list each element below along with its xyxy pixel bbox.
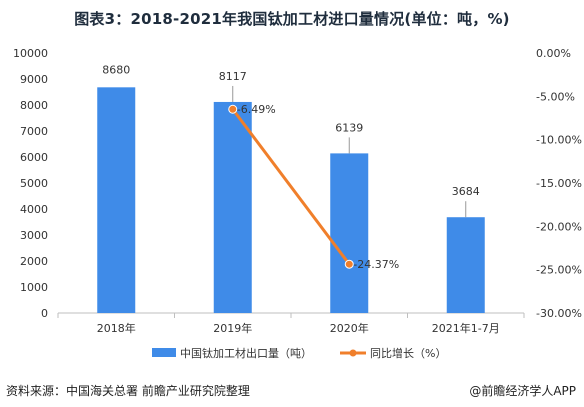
y-tick-label: 8000 (20, 99, 48, 112)
x-tick-label: 2021年1-7月 (432, 321, 500, 335)
bar-2018年 (97, 87, 136, 313)
y-tick-label: 6000 (20, 151, 48, 164)
y2-tick-label: -10.00% (536, 134, 582, 147)
bar-2019年 (213, 101, 252, 313)
y-tick-label: 10000 (13, 47, 48, 60)
y-tick-label: 9000 (20, 73, 48, 86)
x-tick-label: 2018年 (97, 321, 136, 335)
y-tick-label: 2000 (20, 255, 48, 268)
legend-bar-swatch (152, 348, 176, 357)
y-tick-label: 4000 (20, 203, 48, 216)
source-note: 资料来源：中国海关总署 前瞻产业研究院整理 (6, 384, 250, 398)
bar-data-label: 6139 (335, 121, 363, 134)
growth-point (228, 104, 238, 114)
growth-data-label: -6.49% (237, 103, 276, 116)
y2-tick-label: 0.00% (536, 47, 571, 60)
growth-point (344, 259, 354, 269)
y2-tick-label: -25.00% (536, 264, 582, 277)
y2-tick-label: -30.00% (536, 307, 582, 320)
bar-data-label: 8680 (102, 63, 130, 76)
legend-line-label: 同比增长（%） (370, 346, 446, 360)
x-tick-label: 2020年 (330, 321, 369, 335)
chart-title: 图表3：2018-2021年我国钛加工材进口量情况(单位：吨，%) (74, 10, 510, 28)
bar-data-label: 8117 (219, 70, 247, 83)
y2-tick-label: -15.00% (536, 177, 582, 190)
y-tick-label: 5000 (20, 177, 48, 190)
y-tick-label: 0 (41, 307, 48, 320)
y-tick-label: 3000 (20, 229, 48, 242)
growth-data-label: -24.37% (353, 258, 399, 271)
bar-data-label: 3684 (452, 185, 480, 198)
y2-tick-label: -5.00% (536, 90, 575, 103)
y-tick-label: 1000 (20, 281, 48, 294)
x-tick-label: 2019年 (213, 321, 252, 335)
legend-line-marker (349, 349, 357, 357)
legend-bar-label: 中国钛加工材出口量（吨） (180, 346, 312, 360)
growth-line (231, 108, 351, 266)
y2-tick-label: -20.00% (536, 220, 582, 233)
bar-2021年1-7月 (446, 217, 485, 313)
y-tick-label: 7000 (20, 125, 48, 138)
brand-label: @前瞻经济学人APP (469, 384, 576, 398)
bar-2020年 (330, 153, 369, 313)
